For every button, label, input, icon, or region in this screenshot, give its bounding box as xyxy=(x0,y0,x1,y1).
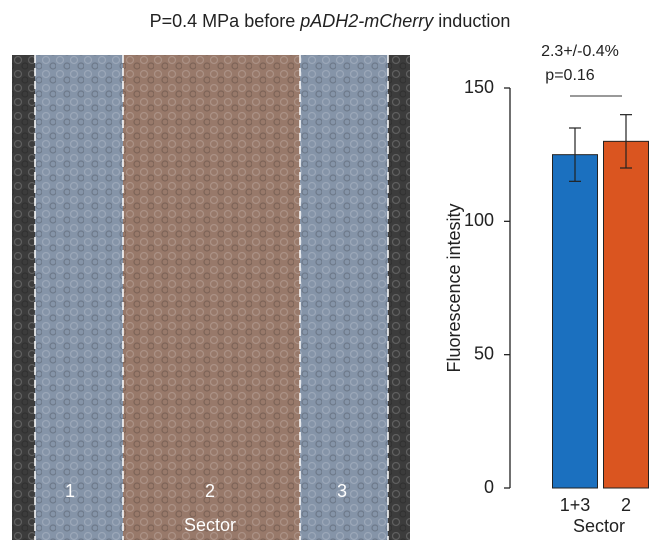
x-axis-label: Sector xyxy=(573,516,625,536)
sector-label: 3 xyxy=(337,481,347,501)
micrograph: 1 2 3 Sector xyxy=(12,55,410,540)
error-bar xyxy=(620,114,632,169)
image-axis-label: Sector xyxy=(184,515,236,535)
annotation: 2.3+/-0.4% xyxy=(541,43,619,60)
error-bar xyxy=(569,127,581,182)
x-tick-label: 2 xyxy=(621,495,631,515)
y-axis-label: Fluorescence intesity xyxy=(444,203,464,372)
sector-label: 1 xyxy=(65,481,75,501)
y-tick-label: 0 xyxy=(484,477,494,497)
y-tick-label: 150 xyxy=(464,77,494,97)
sector-label: 2 xyxy=(205,481,215,501)
chart-title: P=0.4 MPa before pADH2-mCherry induction xyxy=(150,11,511,31)
bar xyxy=(603,140,649,489)
annotation: p=0.16 xyxy=(545,67,594,84)
y-tick-label: 100 xyxy=(464,210,494,230)
y-tick-label: 50 xyxy=(474,343,494,363)
bar xyxy=(552,154,598,489)
x-tick-label: 1+3 xyxy=(560,495,591,515)
